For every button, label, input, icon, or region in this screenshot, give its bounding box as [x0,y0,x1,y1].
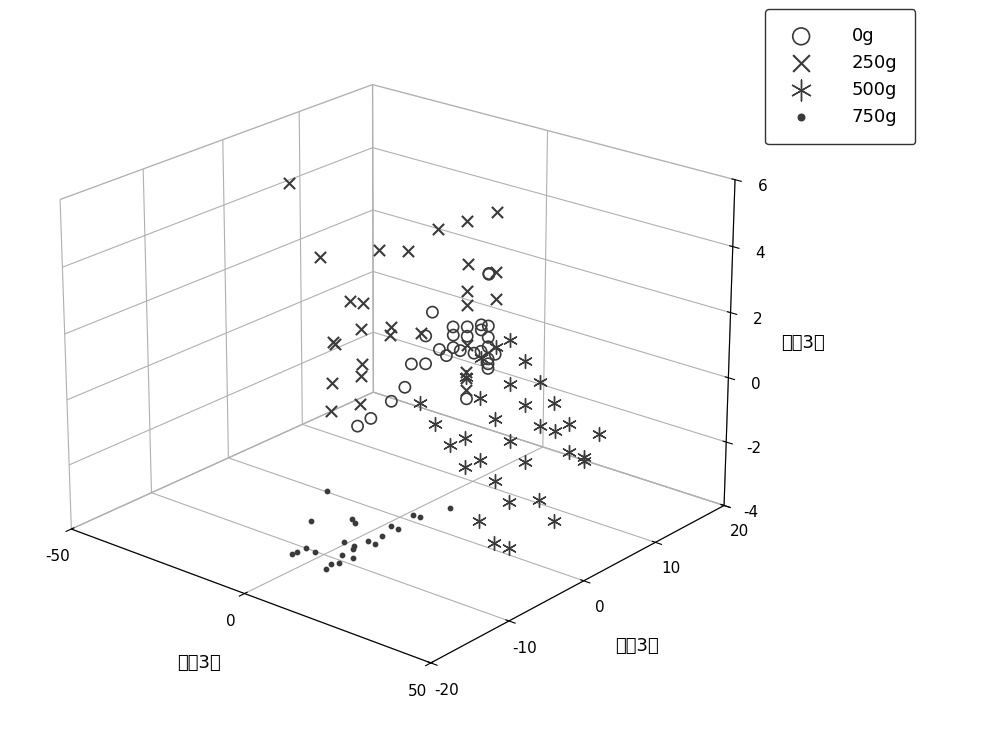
X-axis label: 主成3１: 主成3１ [177,654,221,672]
Y-axis label: 主成3２: 主成3２ [615,638,659,655]
Legend: 0g, 250g, 500g, 750g: 0g, 250g, 500g, 750g [765,9,915,144]
